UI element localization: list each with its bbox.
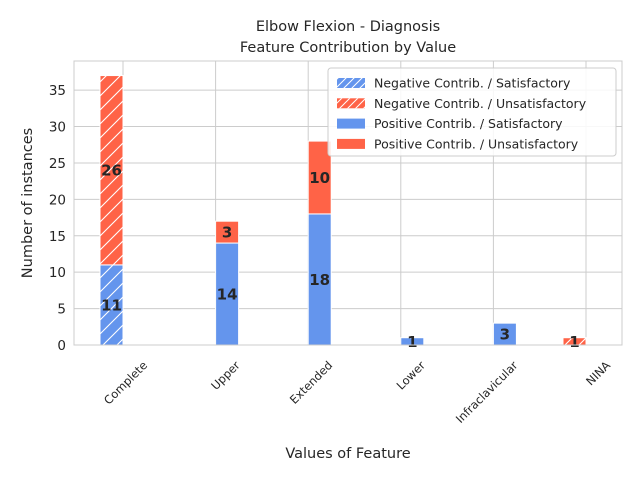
x-tick-label: Lower [394, 358, 428, 392]
bar-value-label: 10 [309, 169, 330, 187]
bar-value-label: 3 [500, 326, 510, 344]
data-labels: 11 26 1 14 3 18 10 1 3 [101, 162, 580, 351]
y-axis-label: Number of instances [20, 128, 36, 278]
chart-subtitle: Feature Contribution by Value [240, 40, 456, 56]
y-tick-label: 30 [49, 120, 66, 136]
legend: Negative Contrib. / Satisfactory Negative… [327, 67, 617, 157]
x-tick-label: NINA [583, 358, 613, 388]
legend-entry-label: Positive Contrib. / Satisfactory [374, 116, 563, 131]
bar-value-label: 1 [407, 333, 417, 351]
bar-value-label: 18 [309, 271, 330, 289]
y-tick-label: 20 [49, 192, 66, 208]
bar-value-label: 3 [222, 224, 232, 242]
legend-swatch [337, 138, 365, 149]
bar-value-label: 1 [569, 333, 579, 351]
chart-title: Elbow Flexion - Diagnosis [256, 19, 440, 35]
legend-swatch [337, 118, 365, 129]
legend-entry-label: Positive Contrib. / Unsatisfactory [374, 136, 579, 151]
bars [99, 75, 587, 346]
y-tick-label: 35 [49, 83, 66, 99]
bar-hatch [100, 264, 123, 345]
x-tick-label: Upper [208, 358, 243, 393]
x-tick-label: Extended [287, 358, 336, 407]
legend-entry-label: Negative Contrib. / Satisfactory [374, 76, 571, 91]
bar-value-label: 11 [101, 296, 122, 314]
bar-value-label: 26 [101, 162, 122, 180]
bar-segment [307, 140, 332, 215]
x-axis-ticks: Complete Upper Extended Lower Infraclavicula… [101, 358, 613, 426]
y-tick-label: 15 [49, 229, 66, 245]
x-tick-label: Complete [101, 358, 150, 407]
legend-box [327, 67, 617, 157]
y-tick-label: 5 [57, 302, 66, 318]
legend-entry-label: Negative Contrib. / Unsatisfactory [374, 96, 587, 111]
bar-value-label: 14 [217, 286, 238, 304]
legend-swatch-hatch [337, 98, 365, 109]
x-tick-label: Infraclavicular [453, 358, 521, 426]
y-tick-label: 0 [57, 338, 66, 354]
y-tick-label: 25 [49, 156, 66, 172]
y-axis-ticks: 0 5 10 15 20 25 30 35 [49, 83, 66, 354]
bar-hatch [100, 75, 123, 265]
bar-segment [215, 220, 240, 244]
y-tick-label: 10 [49, 265, 66, 281]
plot-frame [73, 60, 623, 346]
bar-hatch [563, 337, 586, 345]
legend-swatch-hatch [337, 78, 365, 88]
x-axis-label: Values of Feature [285, 446, 410, 462]
